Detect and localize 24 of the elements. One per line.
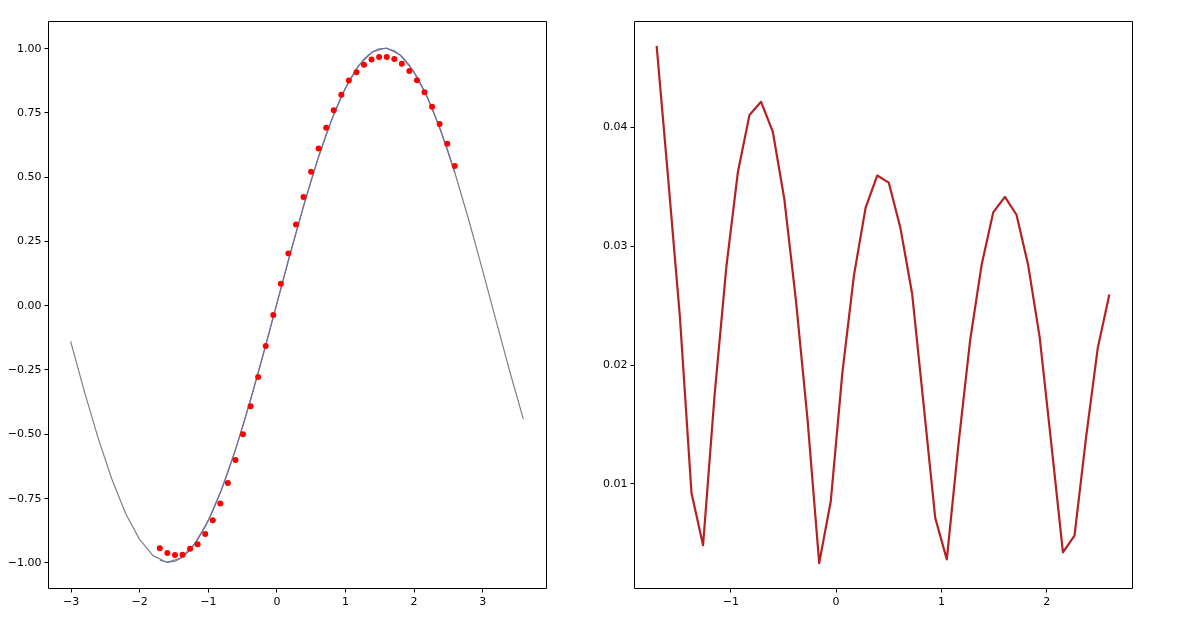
y-tick-label: 0.01 [603, 476, 628, 490]
y-tick-label: 0.50 [17, 170, 42, 184]
x-tick-label: 2 [410, 594, 418, 608]
x-tick-label: 0 [273, 594, 281, 608]
x-tick-label: 3 [479, 594, 487, 608]
y-tick-label: 0.04 [603, 120, 628, 134]
y-tick-label: −0.25 [7, 362, 42, 376]
x-tick-label: 1 [342, 594, 350, 608]
x-tick-label: 1 [937, 594, 945, 608]
y-tick-label: −0.50 [7, 427, 42, 441]
y-tick-label: 0.25 [17, 234, 42, 248]
y-tick-label: 0.00 [17, 298, 42, 312]
y-tick-label: 1.00 [17, 41, 42, 55]
x-tick-label: 2 [1043, 594, 1051, 608]
x-tick-label: −2 [131, 594, 148, 608]
y-tick-label: 0.02 [603, 358, 628, 372]
y-tick-label: −0.75 [7, 491, 42, 505]
x-tick-label: −1 [722, 594, 739, 608]
x-tick-label: 0 [832, 594, 840, 608]
y-tick-label: 0.03 [603, 239, 628, 253]
x-tick-label: −3 [63, 594, 80, 608]
y-tick-label: −1.00 [7, 555, 42, 569]
y-tick-label: 0.75 [17, 105, 42, 119]
x-tick-label: −1 [200, 594, 217, 608]
